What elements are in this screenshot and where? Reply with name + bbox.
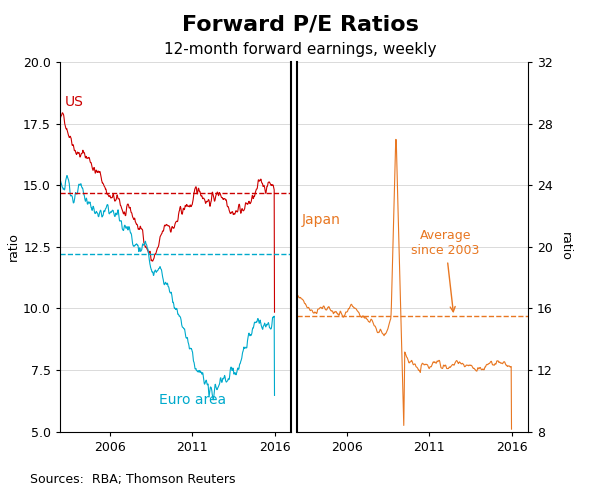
Text: Euro area: Euro area	[159, 393, 226, 407]
Y-axis label: ratio: ratio	[7, 232, 20, 261]
Y-axis label: ratio: ratio	[559, 232, 571, 261]
Text: Average
since 2003: Average since 2003	[412, 230, 479, 312]
Text: 12-month forward earnings, weekly: 12-month forward earnings, weekly	[164, 42, 436, 57]
Text: Japan: Japan	[302, 213, 341, 227]
Text: Sources:  RBA; Thomson Reuters: Sources: RBA; Thomson Reuters	[30, 473, 235, 486]
Text: US: US	[65, 95, 84, 109]
Text: Forward P/E Ratios: Forward P/E Ratios	[182, 15, 418, 35]
